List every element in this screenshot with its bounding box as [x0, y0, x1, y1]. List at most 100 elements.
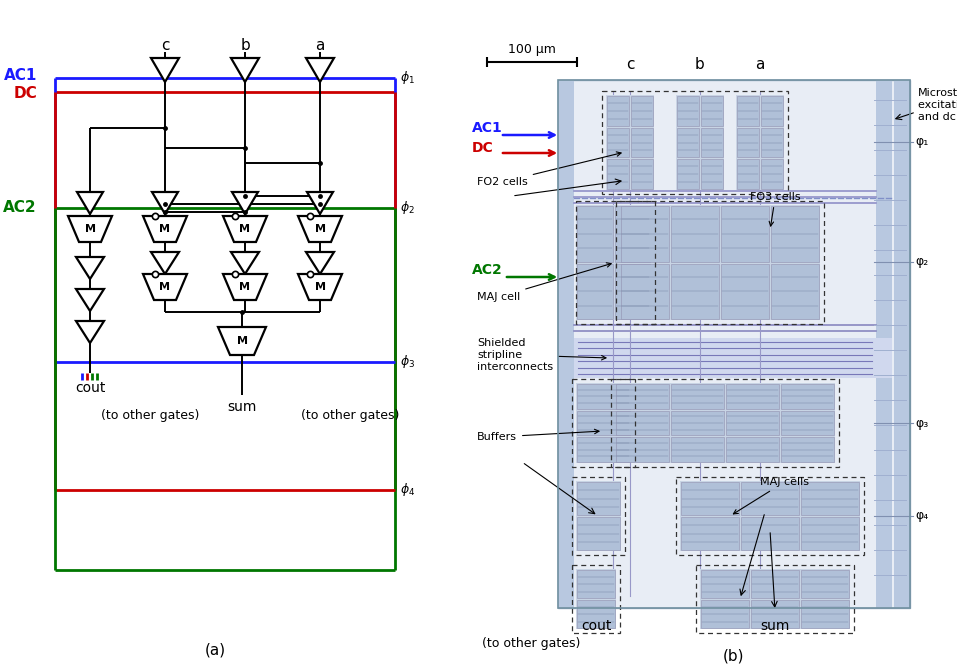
Bar: [614, 206, 650, 261]
Bar: [621, 263, 669, 319]
Bar: [761, 96, 783, 126]
Polygon shape: [232, 192, 258, 214]
Bar: [751, 600, 799, 628]
Bar: [737, 96, 759, 126]
Bar: [576, 383, 631, 463]
Polygon shape: [151, 58, 179, 82]
Bar: [671, 263, 719, 319]
Bar: [801, 600, 849, 628]
Bar: [894, 80, 910, 608]
Bar: [726, 384, 779, 409]
Bar: [577, 263, 612, 319]
Text: (b): (b): [723, 648, 745, 664]
Bar: [726, 438, 779, 462]
Text: Microstripline
excitation power-clocks
and dc offset: Microstripline excitation power-clocks a…: [918, 88, 957, 122]
Text: M: M: [84, 224, 96, 234]
Bar: [576, 569, 616, 629]
Bar: [671, 411, 724, 436]
Bar: [616, 201, 824, 324]
Bar: [671, 384, 724, 409]
Bar: [676, 95, 724, 190]
Bar: [616, 411, 669, 436]
Bar: [616, 438, 669, 462]
Polygon shape: [76, 257, 104, 279]
Bar: [607, 96, 629, 126]
Bar: [620, 205, 820, 320]
Bar: [737, 160, 759, 189]
Bar: [677, 128, 699, 158]
Bar: [606, 95, 654, 190]
Bar: [576, 481, 621, 551]
Bar: [577, 438, 630, 462]
Text: M: M: [239, 282, 251, 292]
Bar: [701, 96, 723, 126]
Bar: [576, 201, 655, 324]
Bar: [701, 128, 723, 158]
Bar: [558, 80, 910, 608]
Bar: [721, 263, 769, 319]
Text: DC: DC: [472, 141, 494, 155]
Polygon shape: [306, 252, 334, 274]
Polygon shape: [143, 216, 187, 242]
Text: cout: cout: [75, 381, 105, 395]
Text: AC2: AC2: [472, 263, 502, 277]
Bar: [577, 384, 630, 409]
Text: AC1: AC1: [472, 121, 502, 135]
Polygon shape: [307, 192, 333, 214]
Bar: [700, 569, 850, 629]
Bar: [737, 128, 759, 158]
Bar: [577, 570, 615, 598]
Text: M: M: [160, 282, 170, 292]
Text: MAJ cells: MAJ cells: [733, 477, 809, 514]
Bar: [721, 206, 769, 261]
Bar: [558, 80, 910, 608]
Polygon shape: [151, 252, 179, 274]
Bar: [577, 411, 630, 436]
Text: $\phi_4$: $\phi_4$: [400, 481, 415, 499]
Bar: [577, 600, 615, 628]
Bar: [781, 438, 834, 462]
Bar: [680, 481, 860, 551]
Text: b: b: [695, 57, 705, 72]
Bar: [781, 384, 834, 409]
Bar: [741, 482, 799, 515]
Polygon shape: [223, 274, 267, 300]
Polygon shape: [306, 58, 334, 82]
Text: Buffers: Buffers: [477, 430, 599, 442]
Bar: [681, 517, 739, 550]
Text: FO3 cells: FO3 cells: [750, 192, 801, 226]
Text: AC2: AC2: [4, 201, 37, 215]
Bar: [681, 482, 739, 515]
Polygon shape: [76, 289, 104, 311]
Bar: [701, 160, 723, 189]
Bar: [677, 160, 699, 189]
Bar: [876, 80, 892, 608]
Bar: [558, 80, 574, 608]
Polygon shape: [298, 216, 342, 242]
Bar: [576, 205, 651, 320]
Polygon shape: [76, 321, 104, 343]
Bar: [607, 128, 629, 158]
Text: 100 μm: 100 μm: [508, 43, 556, 55]
Bar: [761, 128, 783, 158]
Text: b: b: [240, 39, 250, 53]
Bar: [671, 206, 719, 261]
Bar: [611, 379, 839, 467]
Bar: [614, 263, 650, 319]
Polygon shape: [77, 192, 103, 214]
Text: cout: cout: [581, 619, 612, 633]
Polygon shape: [152, 192, 178, 214]
Text: (to other gates): (to other gates): [300, 410, 399, 422]
Text: (to other gates): (to other gates): [482, 636, 580, 650]
Text: φ₄: φ₄: [915, 509, 928, 523]
Text: MAJ cell: MAJ cell: [477, 263, 612, 302]
Bar: [616, 384, 669, 409]
Bar: [736, 95, 784, 190]
Text: $\phi_3$: $\phi_3$: [400, 354, 415, 370]
Text: sum: sum: [228, 400, 256, 414]
Text: Shielded
stripline
interconnects: Shielded stripline interconnects: [477, 338, 606, 372]
Text: $\phi_2$: $\phi_2$: [400, 200, 414, 217]
Text: M: M: [239, 224, 251, 234]
Text: φ₁: φ₁: [915, 136, 928, 148]
Bar: [572, 565, 620, 633]
